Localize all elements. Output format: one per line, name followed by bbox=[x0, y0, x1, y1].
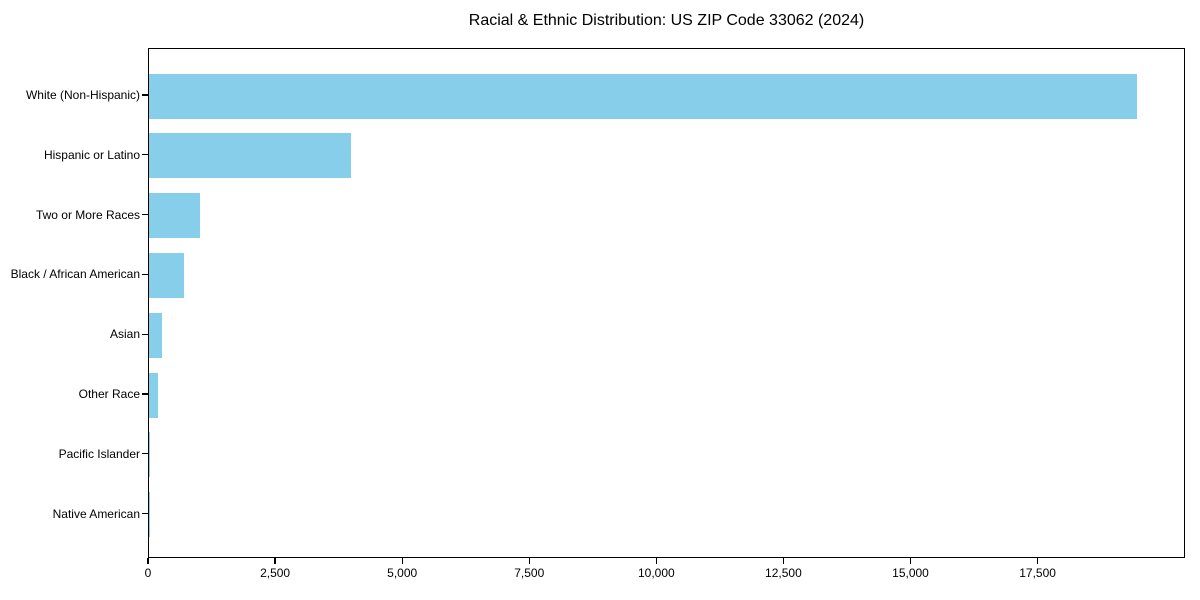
chart-title: Racial & Ethnic Distribution: US ZIP Cod… bbox=[468, 12, 865, 29]
x-tick-label: 17,500 bbox=[1019, 566, 1056, 580]
x-tick bbox=[1036, 558, 1039, 564]
bar bbox=[149, 73, 1137, 119]
bar bbox=[149, 133, 351, 179]
x-tick bbox=[147, 558, 149, 564]
y-tick-label: Pacific Islander bbox=[58, 446, 140, 461]
x-tick bbox=[274, 558, 276, 564]
y-tick-label: Other Race bbox=[78, 387, 140, 401]
y-tick-label: Native American bbox=[52, 506, 140, 521]
y-tick-label: Black / African American bbox=[10, 267, 140, 282]
x-tick bbox=[909, 558, 912, 564]
x-tick bbox=[401, 558, 403, 564]
x-tick bbox=[782, 558, 784, 564]
x-tick-label: 15,000 bbox=[892, 566, 929, 580]
y-tick bbox=[142, 393, 148, 395]
plot-area bbox=[148, 48, 1185, 558]
x-tick bbox=[655, 558, 657, 564]
y-tick-label: White (Non-Hispanic) bbox=[25, 88, 140, 102]
y-tick-label: Two or More Races bbox=[35, 207, 140, 222]
x-tick-label: 10,000 bbox=[637, 566, 675, 580]
x-tick-label: 7,500 bbox=[514, 566, 545, 580]
bar bbox=[149, 193, 200, 239]
y-tick bbox=[142, 273, 148, 275]
y-tick bbox=[142, 333, 148, 335]
y-tick bbox=[142, 154, 148, 156]
x-tick-label: 12,500 bbox=[765, 566, 802, 580]
y-tick bbox=[142, 513, 148, 515]
x-tick-label: 5,000 bbox=[387, 566, 418, 580]
bar bbox=[149, 372, 158, 418]
x-tick-label: 0 bbox=[144, 566, 152, 580]
bar bbox=[149, 252, 185, 298]
y-tick-label: Hispanic or Latino bbox=[43, 147, 140, 162]
bar bbox=[149, 432, 150, 478]
x-tick bbox=[528, 558, 530, 564]
y-tick bbox=[142, 453, 148, 455]
y-tick bbox=[142, 214, 148, 216]
bar bbox=[149, 492, 150, 538]
y-tick bbox=[142, 94, 148, 96]
y-tick-label: Asian bbox=[109, 327, 140, 342]
bar bbox=[149, 312, 162, 358]
x-tick-label: 2,500 bbox=[260, 566, 291, 580]
